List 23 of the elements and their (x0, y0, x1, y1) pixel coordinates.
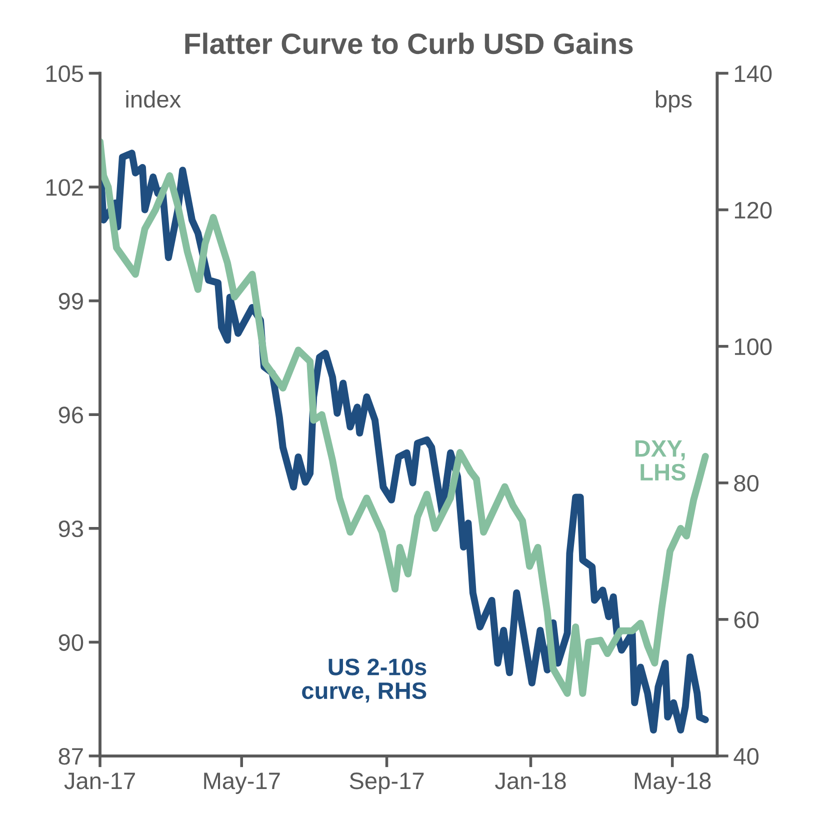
x-tick-label: Jan-18 (495, 772, 566, 790)
y-tick-label: 90 (58, 634, 84, 651)
y2-tick-label: 60 (734, 611, 759, 628)
annotation: bps (656, 90, 692, 112)
x-tick-label: Jan-17 (64, 772, 135, 790)
x-tick-label: May-18 (634, 772, 711, 794)
x-tick-label: May-17 (204, 772, 280, 794)
annotation: index (126, 90, 181, 108)
y2-tick-label: 40 (734, 748, 759, 765)
y-tick-label: 93 (58, 520, 83, 538)
series-label: DXY, LHS (635, 440, 686, 481)
y-tick-label: 105 (46, 65, 84, 82)
x-tick-label: Sep-17 (350, 772, 424, 794)
y-tick-label: 99 (58, 292, 83, 310)
y-tick-label: 102 (46, 179, 83, 196)
y2-tick-label: 120 (734, 202, 772, 219)
y2-tick-label: 80 (734, 474, 759, 492)
y-tick-label: 87 (58, 748, 83, 765)
y2-tick-label: 140 (734, 65, 772, 82)
y2-tick-label: 100 (734, 338, 772, 356)
text: US 2-10s curve, RHS (302, 658, 426, 702)
chart-title: Flatter Curve to Curb USD Gains (185, 32, 633, 54)
y-tick-label: 96 (58, 406, 83, 424)
